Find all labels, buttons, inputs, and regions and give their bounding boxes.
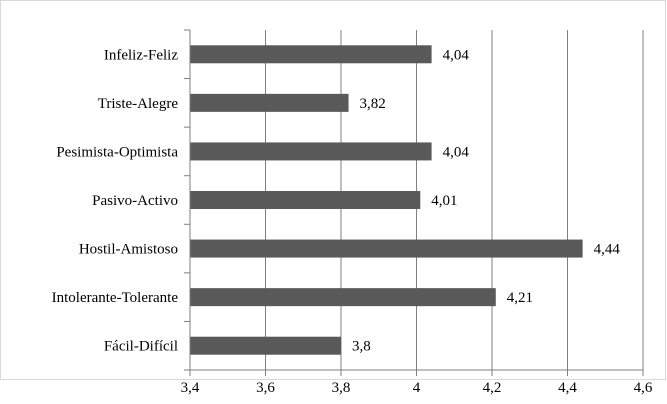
category-label: Triste-Alegre [98,96,179,112]
category-label: Fácil-Difícil [104,339,178,355]
bar [190,93,349,112]
value-label: 4,04 [443,144,470,160]
bar [190,142,432,161]
category-label: Intolerante-Tolerante [52,290,179,306]
labels: Infeliz-Feliz 4,04 Triste-Alegre 3,82 Pesimi… [52,47,653,396]
x-tick-label: 4,4 [558,380,577,396]
category-label: Pasivo-Activo [92,193,178,209]
value-label: 4,04 [443,47,470,63]
x-tick-label: 4,6 [634,380,653,396]
bars [190,45,583,355]
value-label: 4,01 [431,193,457,209]
bar [190,239,583,258]
bar [190,191,421,209]
value-label: 3,8 [352,339,371,355]
x-tick-label: 3,8 [332,380,351,396]
value-label: 4,21 [507,290,533,306]
value-label: 4,44 [594,242,621,258]
category-label: Hostil-Amistoso [79,242,178,258]
x-tick-label: 4 [413,380,421,396]
x-tick-label: 3,4 [181,380,200,396]
category-label: Pesimista-Optimista [56,144,178,160]
category-label: Infeliz-Feliz [104,47,178,63]
chart-frame [0,0,666,380]
bar [190,45,432,64]
x-tick-label: 4,2 [483,380,502,396]
value-label: 3,82 [360,96,386,112]
bar [190,336,341,355]
grid-lines [265,30,644,370]
bar [190,288,496,307]
axes [184,29,644,376]
x-tick-label: 3,6 [256,380,275,396]
